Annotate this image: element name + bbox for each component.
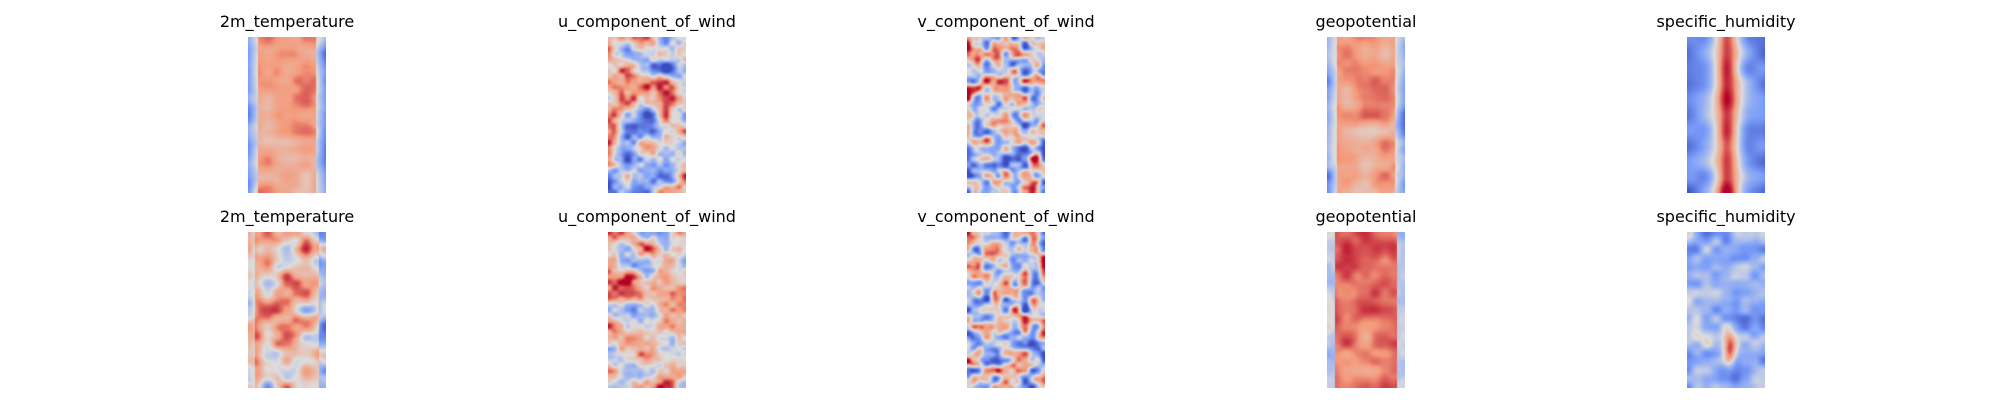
panel-2m-temperature-row1: 2m_temperature [220, 10, 354, 195]
panel-title: 2m_temperature [219, 12, 355, 31]
panel-specific-humidity-row2: specific_humidity [1656, 205, 1796, 390]
panel-u-component-row2: u_component_of_wind [558, 205, 736, 390]
heatmap-geopotential [1327, 37, 1405, 193]
panel-title: geopotential [1315, 207, 1417, 226]
heatmap-u-component-of-wind [608, 37, 686, 193]
panel-u-component-row1: u_component_of_wind [558, 10, 736, 195]
panel-title: specific_humidity [1656, 207, 1796, 226]
heatmap-u-component-of-wind [608, 232, 686, 388]
panel-title: u_component_of_wind [558, 12, 736, 31]
panel-2m-temperature-row2: 2m_temperature [220, 205, 354, 390]
panel-title: v_component_of_wind [917, 207, 1095, 226]
panel-title: 2m_temperature [219, 207, 355, 226]
heatmap-2m-temperature [248, 37, 326, 193]
panel-v-component-row2: v_component_of_wind [917, 205, 1095, 390]
panel-title: specific_humidity [1656, 12, 1796, 31]
heatmap-specific-humidity [1687, 37, 1765, 193]
panel-specific-humidity-row1: specific_humidity [1656, 10, 1796, 195]
heatmap-2m-temperature [248, 232, 326, 388]
panel-geopotential-row1: geopotential [1316, 10, 1416, 195]
panel-title: geopotential [1315, 12, 1417, 31]
panel-geopotential-row2: geopotential [1316, 205, 1416, 390]
heatmap-v-component-of-wind [967, 37, 1045, 193]
panel-v-component-row1: v_component_of_wind [917, 10, 1095, 195]
heatmap-geopotential [1327, 232, 1405, 388]
panel-title: u_component_of_wind [558, 207, 736, 226]
heatmap-v-component-of-wind [967, 232, 1045, 388]
panel-title: v_component_of_wind [917, 12, 1095, 31]
heatmap-specific-humidity [1687, 232, 1765, 388]
